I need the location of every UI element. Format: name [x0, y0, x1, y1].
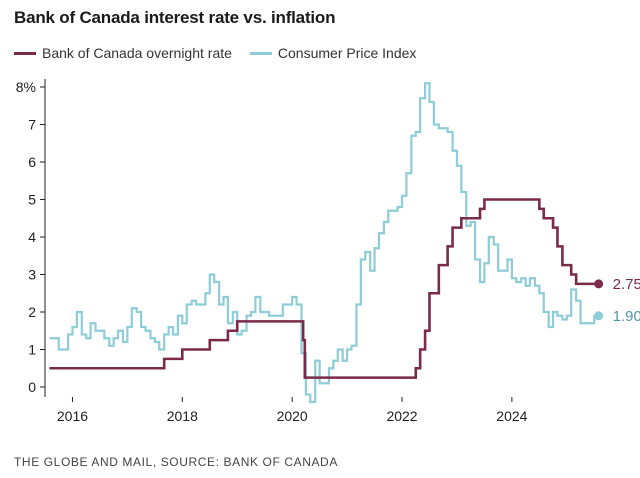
- end-label-boc: 2.75%: [613, 276, 640, 293]
- legend-label-boc: Bank of Canada overnight rate: [42, 45, 232, 61]
- legend-swatch-boc: [14, 51, 36, 55]
- chart-title: Bank of Canada interest rate vs. inflati…: [14, 8, 336, 27]
- x-tick-label: 2020: [277, 408, 308, 424]
- y-tick-label: 1: [28, 342, 36, 358]
- legend-swatch-cpi: [249, 51, 272, 55]
- end-marker-cpi: [594, 311, 604, 321]
- x-tick-label: 2022: [386, 408, 417, 424]
- y-tick-label: 4: [28, 229, 36, 245]
- x-tick-label: 2024: [496, 408, 527, 424]
- y-tick-label: 6: [28, 154, 36, 170]
- y-tick-label: 5: [28, 192, 36, 208]
- series-line-boc-rate: [49, 198, 599, 379]
- series-line-cpi: [49, 82, 599, 404]
- y-tick-label: 3: [28, 267, 36, 283]
- y-tick-label: 0: [28, 379, 36, 395]
- legend: Bank of Canada overnight rate Consumer P…: [14, 45, 434, 61]
- legend-item-cpi: Consumer Price Index: [249, 45, 417, 61]
- end-label-cpi: 1.90%: [613, 308, 640, 325]
- source-credit: THE GLOBE AND MAIL, SOURCE: BANK OF CANA…: [14, 455, 338, 469]
- x-tick-label: 2018: [167, 408, 198, 424]
- legend-label-cpi: Consumer Price Index: [277, 45, 417, 61]
- x-tick-label: 2016: [57, 408, 88, 424]
- y-tick-label: 2: [28, 304, 36, 320]
- y-tick-label: 8%: [16, 79, 36, 95]
- legend-item-boc: Bank of Canada overnight rate: [14, 45, 232, 61]
- y-tick-label: 7: [28, 117, 36, 133]
- end-marker-boc: [594, 279, 604, 289]
